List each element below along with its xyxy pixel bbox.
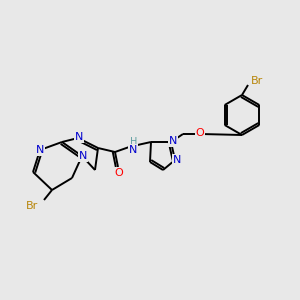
Text: N: N xyxy=(79,151,87,161)
Text: O: O xyxy=(196,128,204,138)
Text: N: N xyxy=(169,136,177,146)
Text: N: N xyxy=(75,132,83,142)
Text: O: O xyxy=(115,168,123,178)
Text: H: H xyxy=(130,137,138,147)
Text: N: N xyxy=(173,155,181,165)
Text: N: N xyxy=(129,145,137,155)
Text: N: N xyxy=(36,145,44,155)
Text: Br: Br xyxy=(26,201,38,211)
Text: Br: Br xyxy=(251,76,263,86)
